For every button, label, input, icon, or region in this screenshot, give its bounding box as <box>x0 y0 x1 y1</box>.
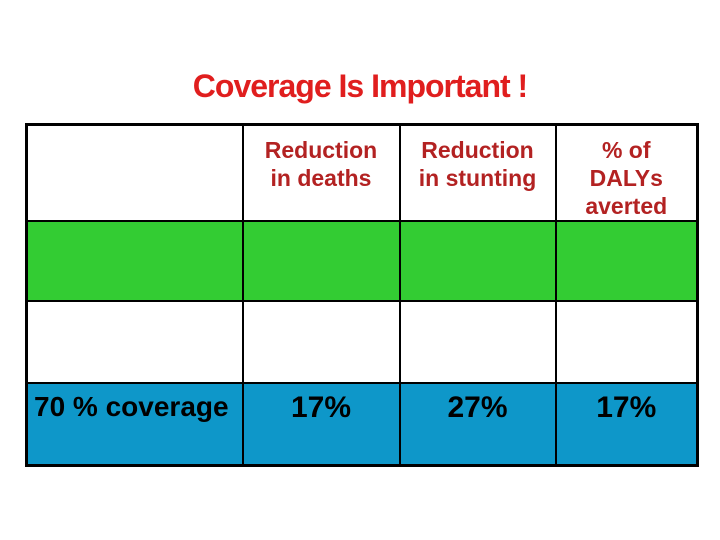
empty-cell <box>554 300 699 384</box>
green-cell <box>25 220 244 302</box>
coverage-table: Reduction in deaths Reduction in stuntin… <box>25 123 699 467</box>
green-cell <box>241 220 401 302</box>
table-row-white-empty <box>25 300 699 384</box>
header-cell-empty <box>25 123 244 222</box>
coverage-value-deaths: 17% <box>241 382 401 466</box>
coverage-value-stunting: 27% <box>398 382 557 466</box>
header-cell-reduction-stunting: Reduction in stunting <box>398 123 557 222</box>
table-row-green-empty <box>25 220 699 302</box>
header-cell-reduction-deaths: Reduction in deaths <box>241 123 401 222</box>
coverage-value-dalys: 17% <box>554 382 699 466</box>
empty-cell <box>241 300 401 384</box>
green-cell <box>398 220 557 302</box>
page-title: Coverage Is Important ! <box>192 68 528 104</box>
coverage-row-label: 70 % coverage <box>25 382 244 466</box>
empty-cell <box>398 300 557 384</box>
table-header-row: Reduction in deaths Reduction in stuntin… <box>25 123 699 222</box>
green-cell <box>554 220 699 302</box>
empty-cell <box>25 300 244 384</box>
table-row-coverage: 70 % coverage 17% 27% 17% <box>25 382 699 466</box>
header-cell-dalys-averted: % of DALYs averted <box>554 123 699 222</box>
